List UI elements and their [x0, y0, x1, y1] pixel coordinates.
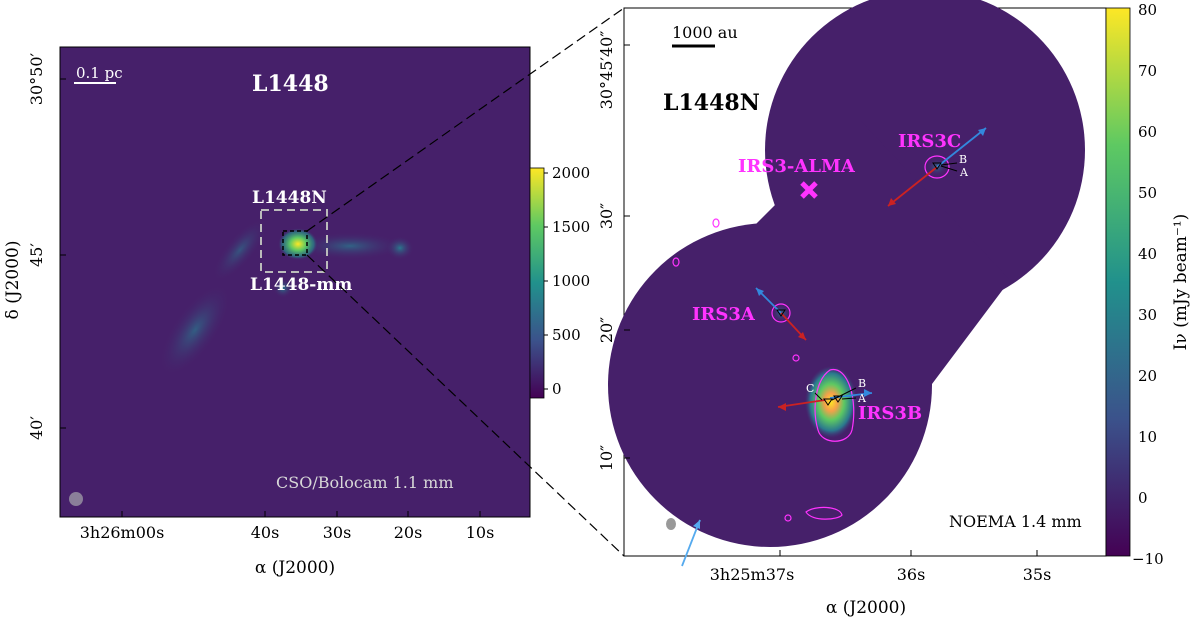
irs3c-comp-a: A [959, 166, 969, 179]
left-ra-tick: 40s [251, 523, 280, 542]
right-cbar-tick: 20 [1138, 367, 1157, 385]
left-map-frame [59, 46, 531, 518]
left-dec-tick: 45′ [27, 243, 46, 267]
left-ra-tick: 10s [466, 523, 495, 542]
left-field-label: L1448 [252, 71, 329, 97]
l1448mm-emission [273, 278, 293, 298]
left-dec-tick: 30°50′ [27, 52, 46, 105]
filament-emission [158, 283, 232, 377]
irs3b-comp-b: B [858, 377, 866, 390]
right-ra-label: α (J2000) [826, 598, 906, 618]
left-cbar-tick: 2000 [552, 164, 590, 182]
right-cbar-tick: 80 [1138, 1, 1157, 19]
left-colorbar [529, 167, 545, 399]
right-ra-tick: 3h25m37s [710, 565, 795, 584]
right-beam [666, 518, 676, 530]
l1448n-label: L1448N [252, 188, 327, 208]
left-ra-tick: 3h26m00s [80, 523, 165, 542]
left-ra-tick: 30s [323, 523, 352, 542]
left-instrument: CSO/Bolocam 1.1 mm [276, 473, 453, 492]
filament-emission [295, 232, 405, 260]
l1448n-emission [278, 228, 318, 260]
irs3c-label: IRS3C [898, 131, 961, 152]
left-scale-label: 0.1 pc [76, 64, 123, 82]
irs3b-comp-a: A [857, 392, 867, 405]
irs3-alma-label: IRS3-ALMA [738, 156, 856, 177]
left-beam [69, 492, 83, 506]
right-ra-tick: 36s [897, 565, 926, 584]
right-cbar-tick: 0 [1138, 489, 1148, 507]
left-cbar-tick: 1500 [552, 218, 590, 236]
right-field-label: L1448N [663, 90, 760, 116]
l1448n-box [260, 209, 328, 273]
right-instrument: NOEMA 1.4 mm [949, 512, 1082, 531]
irs3b-comp-c: C [806, 382, 814, 395]
right-cbar-tick: 10 [1138, 428, 1157, 446]
right-cbar-tick: 30 [1138, 306, 1157, 324]
irs3a-label: IRS3A [692, 304, 756, 325]
right-cbar-tick: 50 [1138, 184, 1157, 202]
right-cbar-tick: 60 [1138, 123, 1157, 141]
irs3-alma-marker [800, 181, 818, 199]
right-dec-tick: 30″ [597, 203, 616, 229]
right-ra-tick: 35s [1023, 565, 1052, 584]
right-cbar-tick: 70 [1138, 62, 1157, 80]
left-ra-label: α (J2000) [255, 558, 335, 578]
right-cbar-tick: −10 [1132, 550, 1164, 568]
left-cbar-tick: 0 [552, 380, 562, 398]
filament-emission [386, 236, 414, 260]
l1448mm-label: L1448-mm [250, 275, 352, 295]
irs3b-emission [805, 366, 857, 438]
right-cbar-tick: 40 [1138, 245, 1157, 263]
left-dec-label: δ (J2000) [3, 241, 23, 320]
right-dec-tick: 10″ [597, 445, 616, 471]
irs3c-comp-b: B [959, 153, 967, 166]
left-ra-tick: 20s [394, 523, 423, 542]
left-cbar-tick: 500 [552, 326, 581, 344]
right-dec-tick: 20″ [597, 317, 616, 343]
left-panel: 0.1 pc L1448 L1448N L1448-mm CSO/Bolocam… [3, 46, 590, 578]
right-colorbar-label: Iν (mJy beam⁻¹) [1171, 214, 1191, 351]
irs3b-label: IRS3B [858, 403, 922, 424]
left-dec-tick: 40′ [27, 416, 46, 440]
zoom-box [282, 230, 308, 256]
zoom-connector-bottom [306, 254, 625, 557]
zoom-connector-top [306, 7, 625, 232]
right-dec-tick: 30°45′40″ [597, 31, 616, 110]
right-panel: B A B A C IRS3C IRS3-ALMA IRS3A IRS3B 10… [597, 0, 1191, 618]
right-scale-label: 1000 au [672, 23, 738, 42]
right-colorbar [1105, 7, 1131, 557]
filament-emission [212, 218, 268, 282]
left-cbar-tick: 1000 [552, 272, 590, 290]
